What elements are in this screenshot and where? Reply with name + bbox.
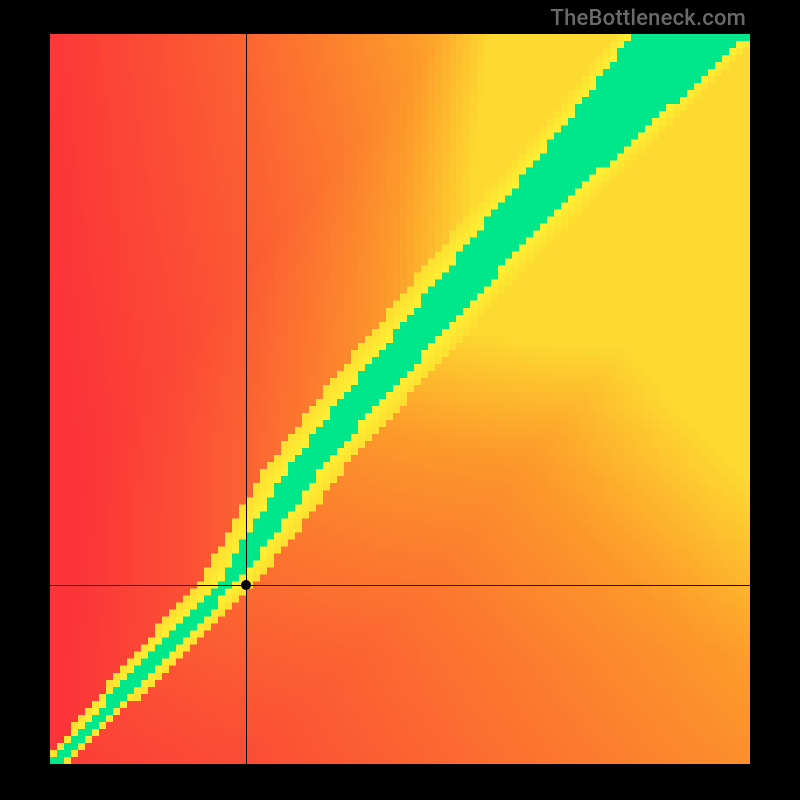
watermark-text: TheBottleneck.com xyxy=(551,6,746,31)
heatmap-canvas xyxy=(50,34,750,764)
marker-dot xyxy=(241,580,251,590)
chart-wrapper: TheBottleneck.com xyxy=(0,0,800,800)
crosshair-horizontal xyxy=(50,585,750,586)
crosshair-vertical xyxy=(246,34,247,764)
plot-area xyxy=(50,34,750,764)
